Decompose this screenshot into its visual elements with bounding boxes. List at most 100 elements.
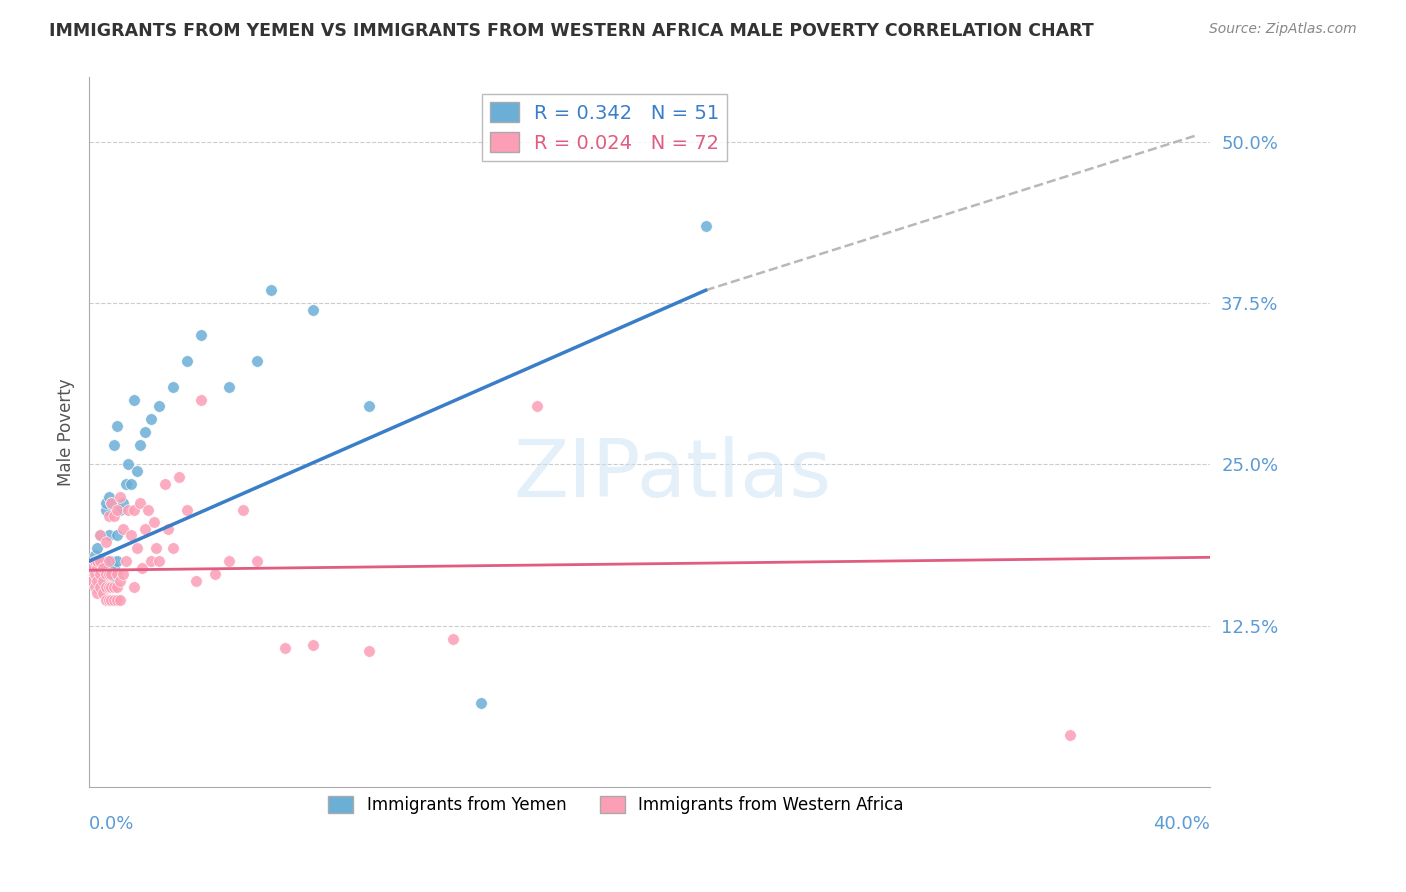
Point <box>86 554 108 568</box>
Point <box>80 560 103 574</box>
Point <box>142 516 165 530</box>
Point <box>105 528 128 542</box>
Point <box>111 496 134 510</box>
Point <box>105 502 128 516</box>
Point <box>105 418 128 433</box>
Point <box>218 380 240 394</box>
Point <box>134 522 156 536</box>
Point <box>108 490 131 504</box>
Point <box>125 464 148 478</box>
Point <box>100 593 122 607</box>
Point <box>114 476 136 491</box>
Point <box>122 392 145 407</box>
Point <box>89 574 111 588</box>
Point <box>91 567 114 582</box>
Point <box>131 560 153 574</box>
Point <box>83 567 105 582</box>
Point <box>103 438 125 452</box>
Point <box>100 496 122 510</box>
Legend: Immigrants from Yemen, Immigrants from Western Africa: Immigrants from Yemen, Immigrants from W… <box>322 789 910 822</box>
Point <box>86 554 108 568</box>
Point <box>94 593 117 607</box>
Point <box>134 425 156 440</box>
Point <box>100 567 122 582</box>
Point <box>105 593 128 607</box>
Point <box>91 586 114 600</box>
Point <box>94 574 117 588</box>
Point <box>91 560 114 574</box>
Point <box>105 580 128 594</box>
Point <box>80 574 103 588</box>
Point <box>125 541 148 556</box>
Point <box>108 593 131 607</box>
Point <box>89 528 111 542</box>
Point <box>94 502 117 516</box>
Point <box>122 580 145 594</box>
Point <box>274 640 297 655</box>
Point <box>94 580 117 594</box>
Point <box>117 458 139 472</box>
Point <box>100 580 122 594</box>
Point <box>128 438 150 452</box>
Point <box>94 534 117 549</box>
Text: Source: ZipAtlas.com: Source: ZipAtlas.com <box>1209 22 1357 37</box>
Point <box>97 554 120 568</box>
Point <box>89 554 111 568</box>
Point <box>260 283 283 297</box>
Point <box>105 554 128 568</box>
Point <box>302 638 325 652</box>
Point <box>441 632 464 646</box>
Point <box>108 502 131 516</box>
Point <box>246 554 269 568</box>
Point <box>184 574 207 588</box>
Point <box>83 554 105 568</box>
Point <box>156 522 179 536</box>
Point <box>128 496 150 510</box>
Point <box>122 502 145 516</box>
Point <box>94 580 117 594</box>
Point <box>89 528 111 542</box>
Y-axis label: Male Poverty: Male Poverty <box>58 378 75 486</box>
Point <box>100 554 122 568</box>
Point <box>103 560 125 574</box>
Point <box>86 574 108 588</box>
Point <box>114 554 136 568</box>
Point <box>91 580 114 594</box>
Point <box>190 392 212 407</box>
Point <box>111 567 134 582</box>
Point <box>97 528 120 542</box>
Text: IMMIGRANTS FROM YEMEN VS IMMIGRANTS FROM WESTERN AFRICA MALE POVERTY CORRELATION: IMMIGRANTS FROM YEMEN VS IMMIGRANTS FROM… <box>49 22 1094 40</box>
Point <box>232 502 254 516</box>
Point <box>83 548 105 562</box>
Point <box>89 580 111 594</box>
Point <box>218 554 240 568</box>
Point <box>86 586 108 600</box>
Point <box>111 522 134 536</box>
Point <box>86 560 108 574</box>
Point <box>176 354 198 368</box>
Point <box>148 400 170 414</box>
Point <box>145 541 167 556</box>
Point <box>89 567 111 582</box>
Point <box>204 567 226 582</box>
Point <box>246 354 269 368</box>
Point <box>80 560 103 574</box>
Point <box>136 502 159 516</box>
Point <box>120 528 142 542</box>
Point <box>1059 728 1081 742</box>
Text: 0.0%: 0.0% <box>89 815 135 833</box>
Point <box>97 509 120 524</box>
Point <box>105 567 128 582</box>
Point <box>97 580 120 594</box>
Point <box>139 412 162 426</box>
Point <box>89 560 111 574</box>
Point <box>359 644 381 658</box>
Point <box>162 380 184 394</box>
Point <box>97 567 120 582</box>
Point <box>167 470 190 484</box>
Point <box>94 567 117 582</box>
Point <box>302 302 325 317</box>
Point <box>83 580 105 594</box>
Point <box>162 541 184 556</box>
Point <box>190 328 212 343</box>
